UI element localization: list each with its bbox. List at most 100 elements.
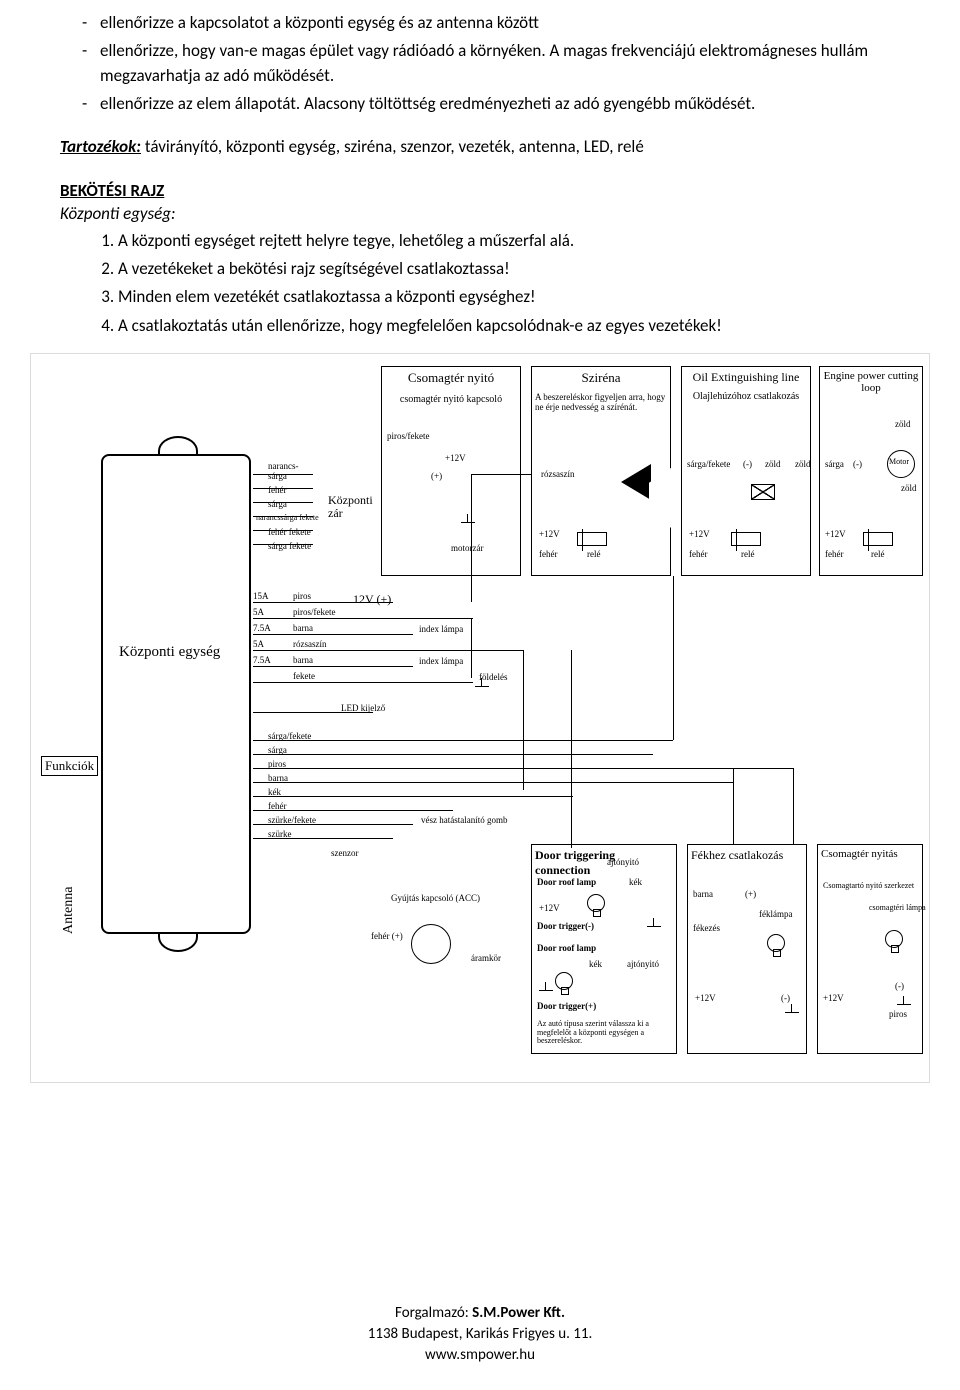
fuse-label: 15A [253,592,269,602]
box-fek: Fékhez csatlakozás [687,844,807,1054]
lampa-label: csomagtéri lámpa [869,904,926,913]
coil-icon [731,532,761,546]
box-note: A beszereléskor figyeljen arra, hogy ne … [535,392,667,413]
wire-label: rózsaszín [541,470,575,480]
minus-label: (-) [853,460,862,470]
v12-label: +12V [445,454,466,464]
ground-icon [647,926,661,936]
box-title: Csomagtér nyitás [821,848,919,860]
step-item: Minden elem vezetékét csatlakoztassa a k… [118,284,900,310]
v12-label: +12V [539,904,560,914]
label-acc: Gyújtás kapcsoló (ACC) [391,894,480,904]
label-index: index lámpa [419,625,463,635]
central-unit-label: Központi egység [119,644,220,661]
trigger-neg-label: Door trigger(-) [537,922,594,932]
zold-label: zöld [795,460,811,470]
coil-icon [863,532,893,546]
box-sub: Olajlehúzóhoz csatlakozás [685,391,807,402]
subheading: Központi egység: [60,203,900,224]
relay-icon [751,484,775,500]
wire-color: piros/fekete [293,608,335,618]
roof-label: Door roof lamp [537,944,596,954]
minus-label: (-) [781,994,790,1004]
step-item: A központi egységet rejtett helyre tegye… [118,228,900,254]
zold-label: zöld [901,484,917,494]
v12-label: +12V [689,530,710,540]
fekezes-label: fékezés [693,924,720,934]
motor-label: Motor [889,458,909,467]
barna-label: barna [693,890,713,900]
bulb-icon [587,894,605,912]
bulb-icon [767,934,785,952]
sarga-label: sárga [825,460,844,470]
wire-label: piros/fekete [387,432,429,442]
fuse-label: 7.5A [253,624,271,634]
box-trunk-open: Csomagtér nyitás [817,844,923,1054]
funkciok-label: Funkciók [41,756,98,776]
ground-icon [539,990,553,1000]
door-note: Az autó típusa szerint válassza ki a meg… [537,1020,671,1046]
plus-label: (+) [431,472,442,482]
label-12v: 12V (+) [353,593,391,606]
motorzar-label: motorzár [451,544,483,554]
kozponti-zar-label: Központi zár [328,494,373,520]
wire-color: rózsaszín [293,640,327,650]
wire-color: barna [293,624,313,634]
accessories-label: Tartozékok: [60,136,141,157]
wire-color: barna [293,656,313,666]
label-szenzor: szenzor [331,849,358,859]
box-title: Engine power cutting loop [823,370,919,394]
footer-line2: 1138 Budapest, Karikás Frigyes u. 11. [0,1324,960,1345]
zold-label: zöld [765,460,781,470]
trigger-pos-label: Door trigger(+) [537,1002,596,1012]
v12-label: +12V [539,530,560,540]
rele-label: relé [587,550,601,560]
feher-label: fehér [539,550,557,560]
box-title: Fékhez csatlakozás [691,848,803,863]
ajtonyito-label: ajtónyitó [627,960,659,970]
bullet-item: ellenőrizze, hogy van-e magas épület vag… [100,38,900,89]
kek-label: kék [629,878,642,888]
bulb-icon [885,930,903,948]
minus-label: (-) [743,460,752,470]
ground-icon [475,686,489,696]
footer: Forgalmazó: S.M.Power Kft. 1138 Budapest… [0,1303,960,1366]
footer-company: S.M.Power Kft. [472,1304,565,1322]
box-title: Csomagtér nyitó [385,370,517,386]
rele-label: relé [871,550,885,560]
steps-list: A központi egységet rejtett helyre tegye… [118,228,900,339]
v12-label: +12V [825,530,846,540]
central-unit-tab-bottom [158,934,198,952]
bullet-item: ellenőrizze a kapcsolatot a központi egy… [100,10,900,36]
label-led: LED kijelző [341,704,385,714]
fuse-label: 5A [253,608,264,618]
label-vesz: vész hatástalanító gomb [421,816,507,826]
fuse-label: 5A [253,640,264,650]
v12-label: +12V [823,994,844,1004]
fuse-label: 7.5A [253,656,271,666]
intro-bullets: ellenőrizze a kapcsolatot a központi egy… [100,10,900,116]
wire-label: sárga/fekete [687,460,730,470]
label-index: index lámpa [419,657,463,667]
central-unit-outline [101,454,251,934]
bullet-item: ellenőrizze az elem állapotát. Alacsony … [100,91,900,117]
rele-label: relé [741,550,755,560]
box-title: Sziréna [535,370,667,386]
footer-label: Forgalmazó: [395,1304,472,1322]
ground-icon [461,522,475,532]
section-heading: BEKÖTÉSI RAJZ [60,180,900,201]
minus-label: (-) [895,982,904,992]
footer-line3: www.smpower.hu [0,1345,960,1366]
accessories-text: távirányító, központi egység, sziréna, s… [141,136,644,157]
v12-label: +12V [695,994,716,1004]
roof-label: Door roof lamp [537,878,596,888]
szerkezet-label: Csomagtartó nyitó szerkezet [823,882,919,891]
feher-label: fehér [689,550,707,560]
bulb-icon [555,972,573,990]
plus-label: (+) [745,890,756,900]
keyswitch-icon [411,924,451,964]
speaker-icon [621,464,651,500]
feher-label: fehér [825,550,843,560]
footer-line1: Forgalmazó: S.M.Power Kft. [0,1303,960,1324]
wire-color: fekete [293,672,315,682]
